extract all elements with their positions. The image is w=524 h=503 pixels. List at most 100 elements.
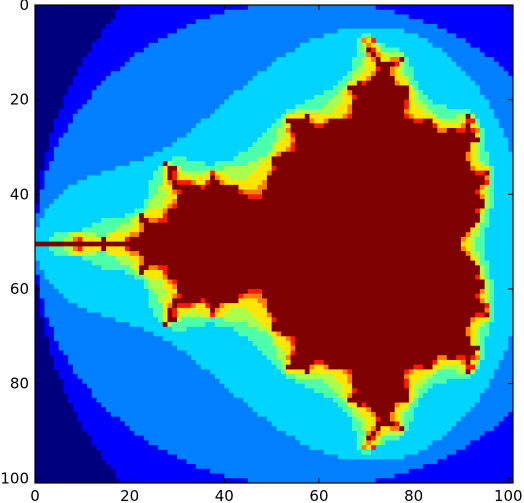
heatmap-cell — [49, 317, 116, 323]
heatmap-cell — [167, 270, 481, 276]
heatmap-cell — [508, 71, 514, 77]
heatmap-cell — [479, 331, 490, 337]
heatmap-cell — [266, 128, 277, 134]
heatmap-cell — [394, 473, 514, 479]
heatmap-cell — [91, 393, 235, 399]
heatmap-cell — [115, 468, 211, 474]
heatmap-cell — [134, 270, 140, 276]
heatmap-cell — [404, 99, 410, 105]
heatmap-cell — [276, 151, 282, 157]
heatmap-cell — [375, 430, 381, 437]
heatmap-cell — [489, 161, 514, 167]
heatmap-cell — [361, 80, 367, 86]
heatmap-cell — [304, 113, 310, 119]
heatmap-cell — [484, 208, 490, 214]
heatmap-cell — [134, 265, 140, 271]
heatmap-cell — [35, 227, 83, 233]
heatmap-cell — [470, 232, 481, 238]
heatmap-cell — [479, 260, 490, 266]
heatmap-cell — [371, 445, 377, 451]
heatmap-cell — [91, 94, 230, 101]
heatmap-cell — [295, 47, 358, 53]
x-tick-label: 40 — [215, 487, 234, 503]
heatmap-cell — [314, 388, 334, 394]
heatmap-cell — [404, 421, 410, 427]
heatmap-cell — [479, 322, 485, 328]
heatmap-cell — [375, 5, 514, 11]
heatmap-cell — [371, 52, 377, 58]
heatmap-cell — [205, 180, 211, 186]
heatmap-cell — [475, 132, 481, 138]
heatmap-cell — [87, 430, 135, 437]
heatmap-cell — [498, 123, 514, 129]
heatmap-cell — [484, 94, 514, 101]
heatmap-cell — [101, 80, 249, 86]
y-tick-label: 0 — [19, 0, 29, 14]
heatmap-cell — [53, 156, 145, 162]
heatmap-cell — [460, 123, 467, 129]
heatmap-cell — [489, 99, 514, 105]
heatmap-cell — [229, 307, 249, 314]
heatmap-cell — [148, 293, 159, 299]
heatmap-cell — [479, 217, 485, 224]
heatmap-cell — [101, 402, 249, 408]
heatmap-cell — [375, 61, 396, 67]
heatmap-cell — [484, 142, 509, 148]
heatmap-cell — [460, 246, 467, 252]
heatmap-cell — [195, 303, 206, 309]
heatmap-cell — [82, 426, 131, 432]
heatmap-cell — [470, 123, 476, 129]
heatmap-cell — [186, 23, 438, 30]
heatmap-cell — [356, 407, 367, 413]
heatmap-cell — [158, 189, 168, 195]
heatmap-cell — [484, 255, 514, 261]
heatmap-cell — [399, 57, 405, 63]
heatmap-cell — [53, 118, 74, 124]
heatmap-cell — [158, 265, 168, 271]
heatmap-cell — [105, 251, 112, 257]
heatmap-cell — [229, 175, 249, 181]
heatmap-cell — [58, 369, 74, 375]
heatmap-cell — [413, 416, 462, 422]
heatmap-cell — [475, 151, 481, 157]
heatmap-cell — [295, 146, 471, 153]
heatmap-cell — [418, 388, 429, 394]
heatmap-cell — [162, 303, 168, 309]
heatmap-cell — [342, 85, 348, 91]
heatmap-cell — [342, 383, 353, 389]
heatmap-cell — [404, 454, 448, 460]
heatmap-cell — [432, 369, 438, 375]
heatmap-cell — [271, 165, 277, 172]
heatmap-cell — [408, 104, 419, 110]
heatmap-cell — [404, 113, 410, 119]
heatmap-cell — [195, 464, 424, 470]
heatmap-cell — [337, 80, 348, 86]
heatmap-cell — [399, 402, 410, 408]
heatmap-cell — [77, 180, 149, 186]
heatmap-cell — [158, 165, 164, 172]
heatmap-cell — [366, 416, 377, 422]
heatmap-cell — [394, 71, 400, 77]
heatmap-cell — [158, 445, 310, 451]
heatmap-cell — [266, 416, 353, 422]
heatmap-cell — [72, 236, 78, 243]
heatmap-cell — [285, 359, 291, 366]
heatmap-cell — [191, 175, 197, 181]
heatmap-cell — [176, 199, 486, 205]
heatmap-cell — [475, 317, 490, 323]
heatmap-cell — [257, 298, 268, 304]
heatmap-cell — [475, 241, 486, 247]
heatmap-cell — [290, 123, 315, 129]
heatmap-cell — [432, 123, 438, 129]
heatmap-cell — [404, 416, 415, 422]
heatmap-cell — [214, 322, 249, 328]
heatmap-cell — [134, 217, 140, 224]
x-tick-label: 0 — [30, 487, 40, 503]
heatmap-cell — [470, 255, 476, 261]
heatmap-cell — [408, 90, 415, 96]
heatmap-cell — [465, 156, 471, 162]
heatmap-cell — [87, 383, 225, 389]
heatmap-cell — [456, 449, 514, 455]
heatmap-cell — [371, 435, 377, 441]
heatmap-cell — [39, 189, 64, 195]
